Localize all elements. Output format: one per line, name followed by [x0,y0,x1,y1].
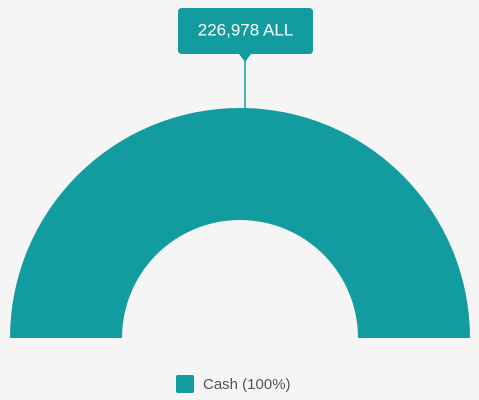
arcs [10,108,470,338]
tooltip: 226,978 ALL [178,8,313,108]
tooltip-box [178,8,313,62]
donut-segment [10,108,470,338]
legend: Cash (100%) [176,375,291,393]
legend-swatch [176,375,194,393]
legend-label: Cash (100%) [203,376,291,393]
tooltip-text: 226,978 ALL [198,20,293,39]
